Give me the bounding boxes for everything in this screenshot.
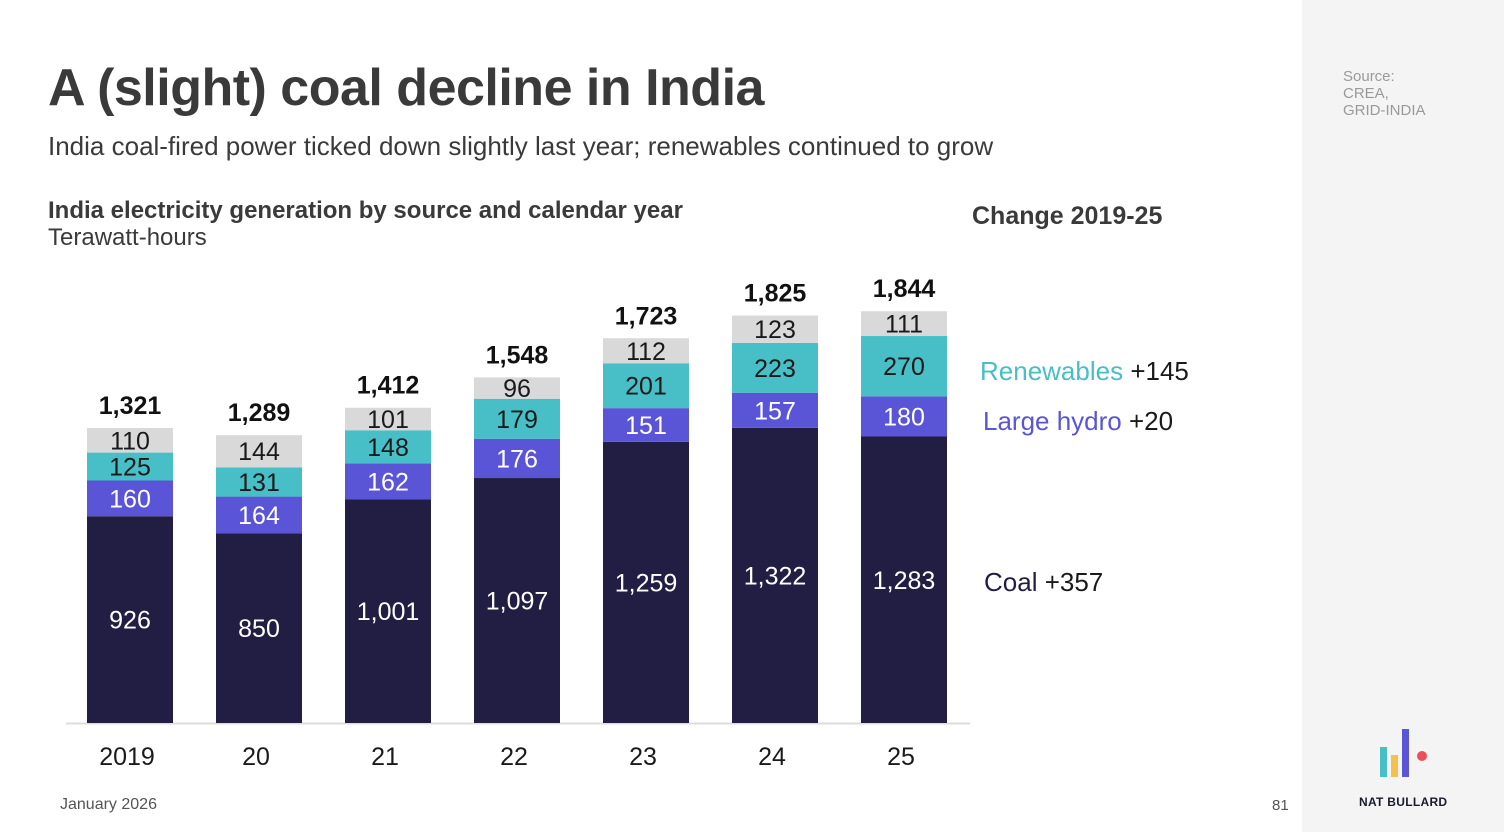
footer-date: January 2026 bbox=[60, 796, 157, 813]
chart-title: India electricity generation by source a… bbox=[48, 197, 683, 224]
data-label-renewables: 179 bbox=[496, 406, 538, 434]
bar-segment-large-hydro bbox=[732, 392, 818, 428]
data-label-large-hydro: 160 bbox=[109, 485, 151, 513]
data-label-renewables: 201 bbox=[625, 373, 667, 401]
source-line: Source: bbox=[1343, 68, 1395, 85]
brand-name: NAT BULLARD bbox=[1359, 795, 1448, 809]
bar-segment-coal bbox=[345, 499, 431, 723]
slide-subtitle: India coal-fired power ticked down sligh… bbox=[48, 131, 994, 161]
bar-segment-other bbox=[87, 428, 173, 453]
data-label-other: 112 bbox=[626, 338, 666, 366]
bar-segment-renewables bbox=[87, 452, 173, 481]
bar-segment-other bbox=[345, 407, 431, 431]
change-label-renewables: Renewables +145 bbox=[980, 356, 1189, 386]
data-label-large-hydro: 162 bbox=[367, 468, 409, 496]
data-label-large-hydro: 176 bbox=[496, 445, 538, 473]
chart-unit-label: Terawatt-hours bbox=[48, 224, 207, 251]
data-label-large-hydro: 180 bbox=[883, 403, 925, 431]
data-label-renewables: 131 bbox=[238, 469, 280, 497]
total-label: 1,844 bbox=[873, 275, 936, 303]
change-series-name: Renewables bbox=[980, 356, 1130, 386]
logo-dot bbox=[1417, 751, 1427, 761]
bar-segment-other bbox=[603, 338, 689, 364]
data-label-other: 123 bbox=[754, 316, 796, 344]
bar-segment-other bbox=[732, 315, 818, 343]
bar-segment-large-hydro bbox=[345, 463, 431, 500]
change-label-large-hydro: Large hydro +20 bbox=[983, 406, 1173, 436]
bar-segment-coal bbox=[216, 533, 302, 723]
total-label: 1,825 bbox=[744, 279, 807, 307]
bar-segment-coal bbox=[474, 478, 560, 723]
source-line: CREA, bbox=[1343, 85, 1389, 102]
bar-segment-coal bbox=[861, 436, 947, 723]
change-series-name: Large hydro bbox=[983, 406, 1129, 436]
bar-segment-renewables bbox=[603, 363, 689, 409]
source-line: GRID-INDIA bbox=[1343, 102, 1426, 119]
data-label-renewables: 270 bbox=[883, 353, 925, 381]
total-label: 1,289 bbox=[228, 399, 291, 427]
total-label: 1,723 bbox=[615, 302, 678, 330]
data-label-other: 96 bbox=[503, 375, 531, 403]
data-label-coal: 1,322 bbox=[744, 562, 807, 590]
x-tick-label: 25 bbox=[887, 743, 915, 771]
data-label-large-hydro: 164 bbox=[238, 502, 280, 530]
change-label-coal: Coal +357 bbox=[984, 567, 1103, 597]
data-label-renewables: 148 bbox=[367, 434, 409, 462]
total-label: 1,321 bbox=[99, 392, 162, 420]
x-tick-label: 20 bbox=[242, 743, 270, 771]
data-label-large-hydro: 151 bbox=[625, 412, 667, 440]
brand-logo-icon bbox=[1380, 729, 1427, 777]
x-tick-label: 24 bbox=[758, 743, 786, 771]
total-label: 1,548 bbox=[486, 341, 549, 369]
data-label-coal: 1,259 bbox=[615, 569, 678, 597]
bar-segment-coal bbox=[603, 441, 689, 723]
data-label-coal: 926 bbox=[109, 607, 151, 635]
x-tick-label: 22 bbox=[500, 743, 528, 771]
data-label-coal: 1,097 bbox=[486, 588, 549, 616]
bar-segment-large-hydro bbox=[603, 408, 689, 442]
bar-segment-renewables bbox=[861, 336, 947, 397]
data-label-large-hydro: 157 bbox=[754, 397, 796, 425]
bar-segment-coal bbox=[87, 516, 173, 723]
logo-bar bbox=[1402, 729, 1409, 777]
data-label-coal: 850 bbox=[238, 615, 280, 643]
data-label-renewables: 223 bbox=[754, 355, 796, 383]
slide-title: A (slight) coal decline in India bbox=[48, 59, 764, 117]
data-label-renewables: 125 bbox=[109, 454, 151, 482]
data-label-other: 110 bbox=[110, 427, 150, 455]
sidebar-panel bbox=[1302, 0, 1504, 832]
bar-segment-large-hydro bbox=[216, 496, 302, 534]
bar-segment-renewables bbox=[216, 467, 302, 497]
bar-segment-large-hydro bbox=[861, 396, 947, 437]
x-tick-label: 23 bbox=[629, 743, 657, 771]
page-number: 81 bbox=[1272, 797, 1289, 814]
bar-segment-renewables bbox=[474, 398, 560, 439]
bar-segment-other bbox=[861, 311, 947, 337]
data-label-other: 144 bbox=[238, 438, 280, 466]
bar-segment-large-hydro bbox=[87, 480, 173, 517]
change-value: +357 bbox=[1045, 567, 1104, 597]
bar-segment-other bbox=[216, 435, 302, 468]
change-heading: Change 2019-25 bbox=[972, 202, 1163, 230]
data-label-coal: 1,001 bbox=[357, 598, 420, 626]
bar-segment-coal bbox=[732, 427, 818, 723]
source-note: Source: CREA, GRID-INDIA bbox=[1343, 68, 1463, 119]
total-label: 1,412 bbox=[357, 372, 420, 400]
bar-segment-other bbox=[474, 377, 560, 399]
x-tick-label: 2019 bbox=[99, 743, 155, 771]
bar-segment-large-hydro bbox=[474, 438, 560, 479]
change-value: +145 bbox=[1130, 356, 1189, 386]
logo-bar bbox=[1391, 755, 1398, 777]
data-label-other: 101 bbox=[367, 406, 409, 434]
data-label-other: 111 bbox=[885, 311, 923, 339]
x-tick-label: 21 bbox=[371, 743, 399, 771]
data-label-coal: 1,283 bbox=[873, 567, 936, 595]
bar-segment-renewables bbox=[345, 430, 431, 464]
change-value: +20 bbox=[1129, 406, 1173, 436]
bar-segment-renewables bbox=[732, 342, 818, 393]
logo-bar bbox=[1380, 747, 1387, 777]
change-series-name: Coal bbox=[984, 567, 1045, 597]
